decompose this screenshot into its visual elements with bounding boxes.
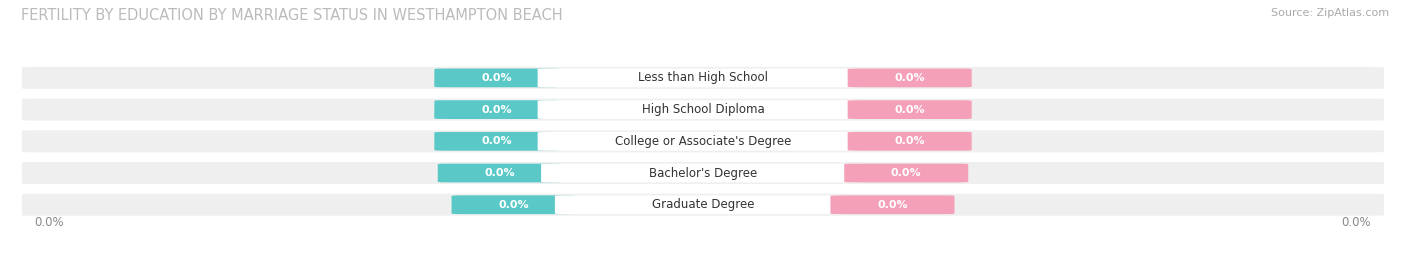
FancyBboxPatch shape	[451, 195, 575, 214]
Text: College or Associate's Degree: College or Associate's Degree	[614, 135, 792, 148]
FancyBboxPatch shape	[434, 100, 558, 119]
FancyBboxPatch shape	[21, 66, 1385, 90]
FancyBboxPatch shape	[21, 129, 1385, 153]
FancyBboxPatch shape	[21, 161, 1385, 185]
Text: 0.0%: 0.0%	[485, 168, 515, 178]
Text: High School Diploma: High School Diploma	[641, 103, 765, 116]
Text: 0.0%: 0.0%	[891, 168, 921, 178]
Text: 0.0%: 0.0%	[877, 200, 908, 210]
Text: FERTILITY BY EDUCATION BY MARRIAGE STATUS IN WESTHAMPTON BEACH: FERTILITY BY EDUCATION BY MARRIAGE STATU…	[21, 8, 562, 23]
Text: Less than High School: Less than High School	[638, 71, 768, 84]
Text: Bachelor's Degree: Bachelor's Degree	[650, 167, 756, 179]
FancyBboxPatch shape	[844, 164, 969, 182]
Text: Graduate Degree: Graduate Degree	[652, 198, 754, 211]
Text: 0.0%: 0.0%	[1341, 216, 1371, 229]
Text: 0.0%: 0.0%	[894, 136, 925, 146]
FancyBboxPatch shape	[831, 195, 955, 214]
FancyBboxPatch shape	[537, 69, 869, 87]
Text: 0.0%: 0.0%	[481, 73, 512, 83]
FancyBboxPatch shape	[21, 98, 1385, 122]
Text: 0.0%: 0.0%	[481, 136, 512, 146]
FancyBboxPatch shape	[434, 132, 558, 151]
FancyBboxPatch shape	[21, 193, 1385, 217]
FancyBboxPatch shape	[434, 69, 558, 87]
FancyBboxPatch shape	[537, 132, 869, 151]
Text: 0.0%: 0.0%	[498, 200, 529, 210]
Text: 0.0%: 0.0%	[35, 216, 65, 229]
Text: 0.0%: 0.0%	[894, 73, 925, 83]
Text: 0.0%: 0.0%	[894, 105, 925, 115]
FancyBboxPatch shape	[848, 69, 972, 87]
Text: Source: ZipAtlas.com: Source: ZipAtlas.com	[1271, 8, 1389, 18]
FancyBboxPatch shape	[437, 164, 562, 182]
FancyBboxPatch shape	[541, 164, 865, 182]
FancyBboxPatch shape	[555, 195, 851, 214]
FancyBboxPatch shape	[848, 132, 972, 151]
FancyBboxPatch shape	[848, 100, 972, 119]
Text: 0.0%: 0.0%	[481, 105, 512, 115]
FancyBboxPatch shape	[537, 100, 869, 119]
